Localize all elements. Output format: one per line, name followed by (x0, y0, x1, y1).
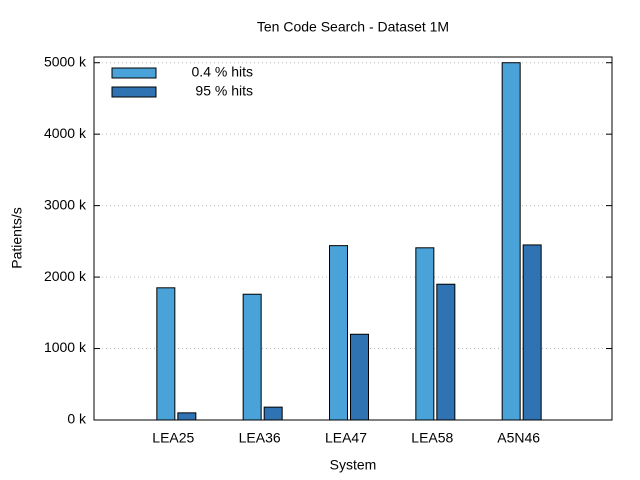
x-axis-label: System (330, 457, 377, 473)
bar (436, 283, 456, 421)
bar (501, 62, 521, 421)
x-tick-label: A5N46 (497, 430, 540, 446)
y-tick-label: 3000 k (44, 196, 87, 212)
bar (329, 245, 348, 421)
x-tick-label: LEA47 (325, 430, 367, 446)
y-tick-label: 2000 k (44, 268, 87, 284)
x-tick-label: LEA25 (152, 430, 194, 446)
legend-swatch (111, 67, 157, 79)
y-tick-label: 0 k (67, 411, 87, 427)
bar (177, 412, 197, 421)
plot-border (93, 56, 613, 421)
y-axis-label: Patients/s (9, 207, 25, 268)
bar (263, 406, 283, 421)
bar (415, 247, 435, 421)
x-tick-label: LEA58 (411, 430, 453, 446)
y-tick-label: 1000 k (44, 339, 87, 355)
y-tick-label: 4000 k (44, 125, 87, 141)
bar (350, 333, 369, 421)
bar (522, 244, 542, 421)
legend-swatch (111, 86, 157, 98)
x-tick-label: LEA36 (239, 430, 281, 446)
y-tick-label: 5000 k (44, 53, 87, 69)
chart-title: Ten Code Search - Dataset 1M (257, 19, 449, 35)
legend-label: 0.4 % hits (192, 64, 253, 80)
legend-label: 95 % hits (192, 83, 253, 99)
bar (242, 293, 262, 421)
bar (156, 287, 176, 421)
